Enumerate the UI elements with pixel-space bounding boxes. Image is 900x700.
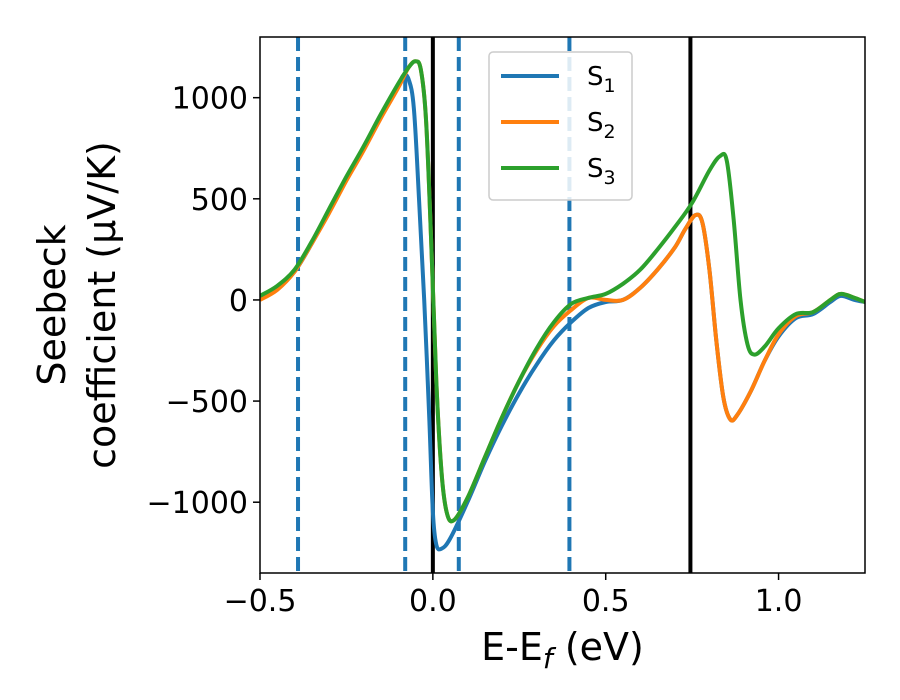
legend-box: [488, 51, 633, 201]
x-tick-label-3: 1.0: [755, 584, 803, 619]
legend-label-S3: S3: [587, 154, 616, 189]
legend-label-S1: S1: [587, 62, 616, 97]
x-axis-label: E-Ef (eV): [481, 625, 644, 675]
y-tick-label-1: −500: [166, 385, 248, 420]
x-tick-label-2: 0.5: [582, 584, 630, 619]
y-tick-label-3: 500: [191, 183, 248, 218]
legend: S1 S2 S3: [488, 51, 633, 201]
legend-label-S2: S2: [587, 108, 616, 143]
plot-area: [260, 37, 865, 573]
x-tick-label-0: −0.5: [224, 584, 297, 619]
y-tick-label-0: −1000: [147, 486, 248, 521]
y-axis-label: Seebeck coefficient (μV/K): [30, 141, 124, 469]
y-tick-label-4: 1000: [172, 82, 248, 117]
plot-layer: [260, 37, 865, 573]
x-tick-label-1: 0.0: [409, 584, 457, 619]
y-tick-label-2: 0: [229, 284, 248, 319]
axis-layer: −0.5 0.0 0.5 1.0 −1000 −500 0 500 1000 E-Ef (eV) S…: [30, 36, 866, 675]
series-line-S2: [260, 59, 865, 524]
series-line-S3: [260, 59, 865, 524]
axes-frame: [259, 36, 866, 574]
